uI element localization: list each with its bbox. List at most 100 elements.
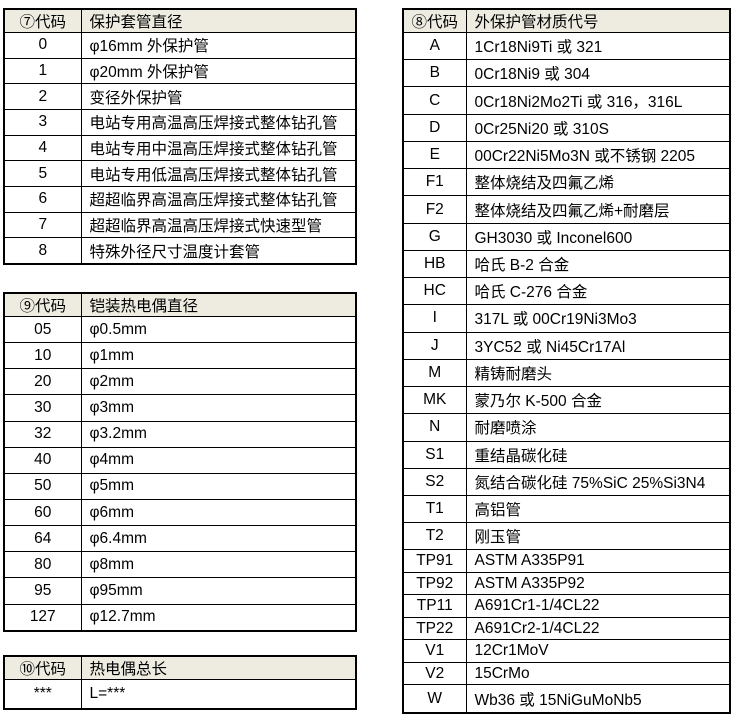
desc-cell: 精铸耐磨头 <box>465 358 731 388</box>
desc-cell: φ6.4mm <box>80 525 357 553</box>
table-row: 30 φ3mm <box>3 394 357 422</box>
table-row: V1 12Cr1MoV <box>402 639 731 663</box>
table-row: TP22 A691Cr2-1/4CL22 <box>402 616 731 641</box>
code-cell: 0 <box>3 32 82 59</box>
desc-cell: 重结晶碳化硅 <box>465 440 731 469</box>
desc-cell: 耐磨喷涂 <box>465 413 731 442</box>
header-title-cell: 铠装热电偶直径 <box>80 292 357 317</box>
code-cell: 5 <box>3 160 82 187</box>
code-cell: B <box>402 59 467 88</box>
code-cell: 7 <box>3 211 82 239</box>
desc-cell: 哈氏 B-2 合金 <box>465 249 731 279</box>
code-cell: 95 <box>3 577 82 605</box>
code-cell: T2 <box>402 522 467 551</box>
desc-cell: φ2mm <box>80 368 357 396</box>
code-cell: E <box>402 140 467 170</box>
code-cell: C <box>402 86 467 115</box>
table-row: 64 φ6.4mm <box>3 525 357 553</box>
desc-cell: φ1mm <box>80 342 357 370</box>
table-row: 2 变径外保护管 <box>3 83 357 110</box>
header-row: ⑦代码 保护套管直径 <box>3 8 357 33</box>
code-cell: V2 <box>402 661 467 686</box>
code-cell: MK <box>402 386 467 415</box>
table-thermocouple-total-length: ⑩代码 热电偶总长 *** L=*** <box>3 655 357 710</box>
desc-cell: ASTM A335P91 <box>465 549 731 573</box>
table-row: C 0Cr18Ni2Mo2Ti 或 316，316L <box>402 86 731 115</box>
header-code-cell: ⑧代码 <box>402 8 467 33</box>
desc-cell: φ3.2mm <box>80 420 357 448</box>
code-cell: 40 <box>3 446 82 474</box>
desc-cell: 电站专用低温高压焊接式整体钻孔管 <box>80 160 357 187</box>
header-row: ⑩代码 热电偶总长 <box>3 655 357 680</box>
code-cell: 64 <box>3 525 82 553</box>
code-cell: M <box>402 358 467 388</box>
code-cell: T1 <box>402 494 467 524</box>
table-row: HB 哈氏 B-2 合金 <box>402 249 731 279</box>
desc-cell: 高铝管 <box>465 494 731 524</box>
code-cell: TP11 <box>402 594 467 618</box>
code-cell: S1 <box>402 440 467 469</box>
desc-cell: A691Cr1-1/4CL22 <box>465 594 731 618</box>
desc-cell: 15CrMo <box>465 661 731 686</box>
code-cell: G <box>402 222 467 251</box>
header-row: ⑨代码 铠装热电偶直径 <box>3 292 357 317</box>
desc-cell: 1Cr18Ni9Ti 或 321 <box>465 31 731 61</box>
table-row: S2 氮结合碳化硅 75%SiC 25%Si3N4 <box>402 467 731 496</box>
header-code-cell: ⑨代码 <box>3 292 82 317</box>
table-row: E 00Cr22Ni5Mo3N 或不锈钢 2205 <box>402 140 731 170</box>
table-row: 60 φ6mm <box>3 498 357 527</box>
table-row: N 耐磨喷涂 <box>402 413 731 442</box>
table-row: 1 φ20mm 外保护管 <box>3 57 357 85</box>
table-outer-tube-material-code: ⑧代码 外保护管材质代号 A 1Cr18Ni9Ti 或 321 B 0Cr18Ni9 或 … <box>402 8 731 714</box>
desc-cell: 整体烧结及四氟乙烯 <box>465 168 731 197</box>
code-cell: 32 <box>3 420 82 448</box>
desc-cell: φ95mm <box>80 577 357 605</box>
code-cell: 60 <box>3 498 82 527</box>
desc-cell: 电站专用高温高压焊接式整体钻孔管 <box>80 108 357 136</box>
table-row: A 1Cr18Ni9Ti 或 321 <box>402 31 731 61</box>
table-row: S1 重结晶碳化硅 <box>402 440 731 469</box>
code-cell: J <box>402 331 467 360</box>
code-cell: 05 <box>3 315 82 344</box>
desc-cell: L=*** <box>80 679 357 710</box>
desc-cell: 超超临界高温高压焊接式快速型管 <box>80 211 357 239</box>
code-cell: 50 <box>3 472 82 500</box>
desc-cell: ASTM A335P92 <box>465 571 731 596</box>
desc-cell: 0Cr25Ni20 或 310S <box>465 113 731 142</box>
desc-cell: GH3030 或 Inconel600 <box>465 222 731 251</box>
table-row: G GH3030 或 Inconel600 <box>402 222 731 251</box>
code-cell: A <box>402 31 467 61</box>
code-cell: F1 <box>402 168 467 197</box>
table-row: 5 电站专用低温高压焊接式整体钻孔管 <box>3 160 357 187</box>
code-cell: 3 <box>3 108 82 136</box>
right-tables-column: ⑧代码 外保护管材质代号 A 1Cr18Ni9Ti 或 321 B 0Cr18Ni9 或 … <box>402 8 731 714</box>
code-cell: HB <box>402 249 467 279</box>
table-row: 20 φ2mm <box>3 368 357 396</box>
table-row: MK 蒙乃尔 K-500 合金 <box>402 386 731 415</box>
code-cell: D <box>402 113 467 142</box>
table-row: 40 φ4mm <box>3 446 357 474</box>
code-cell: 6 <box>3 185 82 213</box>
code-cell: TP92 <box>402 571 467 596</box>
table-row: T1 高铝管 <box>402 494 731 524</box>
header-title-cell: 热电偶总长 <box>80 655 357 680</box>
desc-cell: 317L 或 00Cr19Ni3Mo3 <box>465 304 731 333</box>
code-cell: 1 <box>3 57 82 85</box>
code-cell: 10 <box>3 342 82 370</box>
table-row: I 317L 或 00Cr19Ni3Mo3 <box>402 304 731 333</box>
table-protection-sheath-diameter: ⑦代码 保护套管直径 0 φ16mm 外保护管 1 φ20mm 外保护管 2 变径外保护管 3 电… <box>3 8 357 265</box>
table-row: 95 φ95mm <box>3 577 357 605</box>
table-row: D 0Cr25Ni20 或 310S <box>402 113 731 142</box>
table-row: 4 电站专用中温高压焊接式整体钻孔管 <box>3 134 357 162</box>
desc-cell: 电站专用中温高压焊接式整体钻孔管 <box>80 134 357 162</box>
left-tables-column: ⑦代码 保护套管直径 0 φ16mm 外保护管 1 φ20mm 外保护管 2 变径外保护管 3 电… <box>3 8 357 710</box>
desc-cell: φ4mm <box>80 446 357 474</box>
table-row: TP92 ASTM A335P92 <box>402 571 731 596</box>
table-row: TP91 ASTM A335P91 <box>402 549 731 573</box>
table-row: 05 φ0.5mm <box>3 315 357 344</box>
desc-cell: 0Cr18Ni2Mo2Ti 或 316，316L <box>465 86 731 115</box>
table-row: B 0Cr18Ni9 或 304 <box>402 59 731 88</box>
code-cell: 127 <box>3 603 82 632</box>
table-row: M 精铸耐磨头 <box>402 358 731 388</box>
